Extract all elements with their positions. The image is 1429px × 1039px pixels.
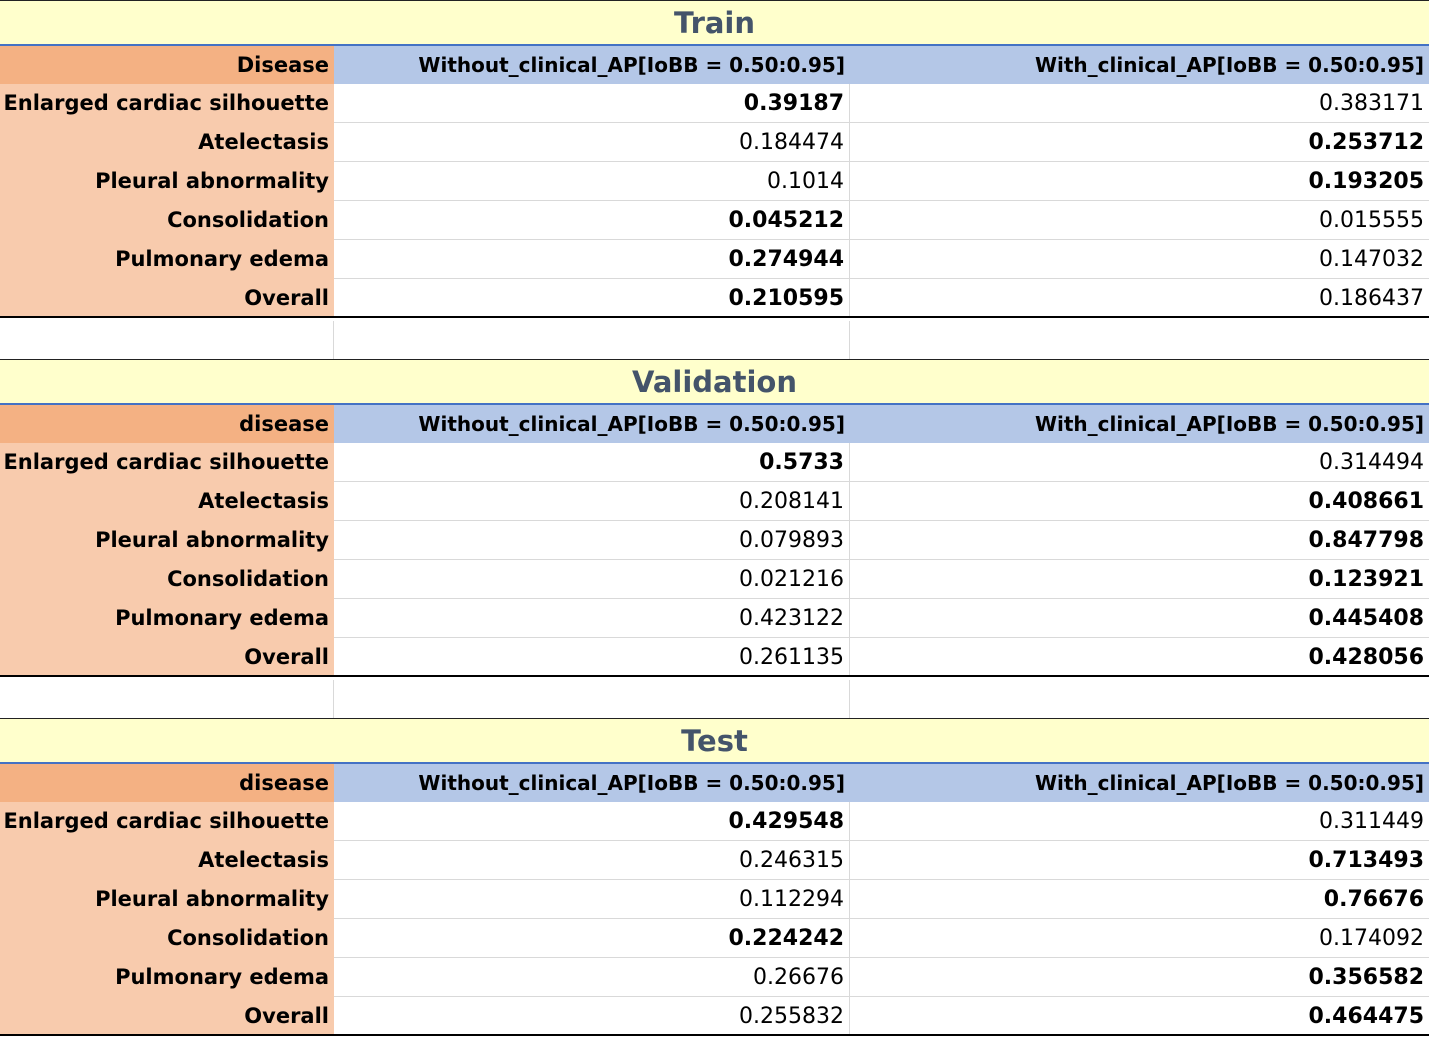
- disease-cell[interactable]: Pulmonary edema: [0, 599, 334, 638]
- without-clinical-cell[interactable]: 0.079893: [334, 521, 850, 560]
- without-clinical-cell[interactable]: 0.5733: [334, 443, 850, 482]
- without-clinical-cell[interactable]: 0.423122: [334, 599, 850, 638]
- section-title: Validation: [0, 359, 1429, 405]
- table-row: Pleural abnormality 0.1014 0.193205: [0, 162, 1429, 201]
- table-row: Consolidation 0.045212 0.015555: [0, 201, 1429, 240]
- with-clinical-cell[interactable]: 0.356582: [850, 958, 1429, 997]
- table-row: Consolidation 0.021216 0.123921: [0, 560, 1429, 599]
- disease-cell[interactable]: Consolidation: [0, 560, 334, 599]
- with-clinical-cell[interactable]: 0.015555: [850, 201, 1429, 240]
- with-clinical-cell[interactable]: 0.314494: [850, 443, 1429, 482]
- disease-cell[interactable]: Pleural abnormality: [0, 521, 334, 560]
- spacer-row: [0, 321, 1429, 360]
- with-clinical-cell[interactable]: 0.311449: [850, 802, 1429, 841]
- header-with-clinical[interactable]: With_clinical_AP[IoBB = 0.50:0.95]: [850, 405, 1429, 443]
- with-clinical-cell[interactable]: 0.76676: [850, 880, 1429, 919]
- with-clinical-cell[interactable]: 0.147032: [850, 240, 1429, 279]
- disease-cell[interactable]: Atelectasis: [0, 123, 334, 162]
- table-row: Overall 0.261135 0.428056: [0, 638, 1429, 677]
- disease-cell[interactable]: Enlarged cardiac silhouette: [0, 443, 334, 482]
- without-clinical-cell[interactable]: 0.274944: [334, 240, 850, 279]
- header-without-clinical[interactable]: Without_clinical_AP[IoBB = 0.50:0.95]: [334, 764, 850, 802]
- disease-cell[interactable]: Overall: [0, 997, 334, 1034]
- spacer-row: [0, 680, 1429, 719]
- header-with-clinical[interactable]: With_clinical_AP[IoBB = 0.50:0.95]: [850, 46, 1429, 84]
- without-clinical-cell[interactable]: 0.184474: [334, 123, 850, 162]
- table-row: Enlarged cardiac silhouette 0.39187 0.3831…: [0, 84, 1429, 123]
- without-clinical-cell[interactable]: 0.261135: [334, 638, 850, 675]
- header-disease[interactable]: disease: [0, 764, 334, 802]
- table-row: Pulmonary edema 0.26676 0.356582: [0, 958, 1429, 997]
- without-clinical-cell[interactable]: 0.210595: [334, 279, 850, 316]
- disease-cell[interactable]: Enlarged cardiac silhouette: [0, 84, 334, 123]
- with-clinical-cell[interactable]: 0.847798: [850, 521, 1429, 560]
- table-row: Atelectasis 0.208141 0.408661: [0, 482, 1429, 521]
- disease-cell[interactable]: Consolidation: [0, 201, 334, 240]
- without-clinical-cell[interactable]: 0.021216: [334, 560, 850, 599]
- with-clinical-cell[interactable]: 0.408661: [850, 482, 1429, 521]
- table-row: Atelectasis 0.246315 0.713493: [0, 841, 1429, 880]
- table-row: Pleural abnormality 0.112294 0.76676: [0, 880, 1429, 919]
- with-clinical-cell[interactable]: 0.186437: [1319, 286, 1424, 311]
- without-clinical-cell[interactable]: 0.1014: [334, 162, 850, 201]
- disease-cell[interactable]: Enlarged cardiac silhouette: [0, 802, 334, 841]
- table-row: Overall 0.210595 0.186437: [0, 279, 1429, 318]
- without-clinical-cell[interactable]: 0.39187: [334, 84, 850, 123]
- table-row: Consolidation 0.224242 0.174092: [0, 919, 1429, 958]
- header-row: disease Without_clinical_AP[IoBB = 0.50:…: [0, 764, 1429, 802]
- disease-cell[interactable]: Atelectasis: [0, 482, 334, 521]
- table-row: Pulmonary edema 0.274944 0.147032: [0, 240, 1429, 279]
- without-clinical-cell[interactable]: 0.045212: [334, 201, 850, 240]
- table-row: Enlarged cardiac silhouette 0.429548 0.311…: [0, 802, 1429, 841]
- disease-cell[interactable]: Pleural abnormality: [0, 880, 334, 919]
- with-clinical-cell[interactable]: 0.383171: [850, 84, 1429, 123]
- without-clinical-cell[interactable]: 0.246315: [334, 841, 850, 880]
- header-row: disease Without_clinical_AP[IoBB = 0.50:…: [0, 405, 1429, 443]
- with-clinical-cell[interactable]: 0.713493: [850, 841, 1429, 880]
- header-without-clinical[interactable]: Without_clinical_AP[IoBB = 0.50:0.95]: [334, 46, 850, 84]
- table-row: Atelectasis 0.184474 0.253712: [0, 123, 1429, 162]
- header-row: Disease Without_clinical_AP[IoBB = 0.50:…: [0, 46, 1429, 84]
- disease-cell[interactable]: Atelectasis: [0, 841, 334, 880]
- disease-cell[interactable]: Consolidation: [0, 919, 334, 958]
- header-disease[interactable]: disease: [0, 405, 334, 443]
- header-with-clinical[interactable]: With_clinical_AP[IoBB = 0.50:0.95]: [850, 764, 1429, 802]
- disease-cell[interactable]: Overall: [0, 279, 334, 316]
- disease-cell[interactable]: Pulmonary edema: [0, 958, 334, 997]
- disease-cell[interactable]: Pulmonary edema: [0, 240, 334, 279]
- validation-section: Validation disease Without_clinical_AP[I…: [0, 359, 1429, 677]
- table-row: Pleural abnormality 0.079893 0.847798: [0, 521, 1429, 560]
- with-clinical-cell[interactable]: 0.445408: [850, 599, 1429, 638]
- with-clinical-cell[interactable]: 0.123921: [850, 560, 1429, 599]
- disease-cell[interactable]: Pleural abnormality: [0, 162, 334, 201]
- header-disease[interactable]: Disease: [0, 46, 334, 84]
- without-clinical-cell[interactable]: 0.255832: [334, 997, 850, 1034]
- without-clinical-cell[interactable]: 0.224242: [334, 919, 850, 958]
- with-clinical-cell[interactable]: 0.428056: [1308, 645, 1424, 670]
- without-clinical-cell[interactable]: 0.26676: [334, 958, 850, 997]
- section-title: Train: [0, 0, 1429, 46]
- with-clinical-cell[interactable]: 0.253712: [850, 123, 1429, 162]
- table-row: Pulmonary edema 0.423122 0.445408: [0, 599, 1429, 638]
- without-clinical-cell[interactable]: 0.429548: [334, 802, 850, 841]
- section-title: Test: [0, 718, 1429, 764]
- table-row: Enlarged cardiac silhouette 0.5733 0.31449…: [0, 443, 1429, 482]
- header-without-clinical[interactable]: Without_clinical_AP[IoBB = 0.50:0.95]: [334, 405, 850, 443]
- disease-cell[interactable]: Overall: [0, 638, 334, 675]
- with-clinical-cell[interactable]: 0.464475: [1308, 1004, 1424, 1029]
- table-row: Overall 0.255832 0.464475: [0, 997, 1429, 1036]
- test-section: Test disease Without_clinical_AP[IoBB = …: [0, 718, 1429, 1036]
- train-section: Train Disease Without_clinical_AP[IoBB =…: [0, 0, 1429, 318]
- without-clinical-cell[interactable]: 0.112294: [334, 880, 850, 919]
- with-clinical-cell[interactable]: 0.193205: [850, 162, 1429, 201]
- with-clinical-cell[interactable]: 0.174092: [850, 919, 1429, 958]
- without-clinical-cell[interactable]: 0.208141: [334, 482, 850, 521]
